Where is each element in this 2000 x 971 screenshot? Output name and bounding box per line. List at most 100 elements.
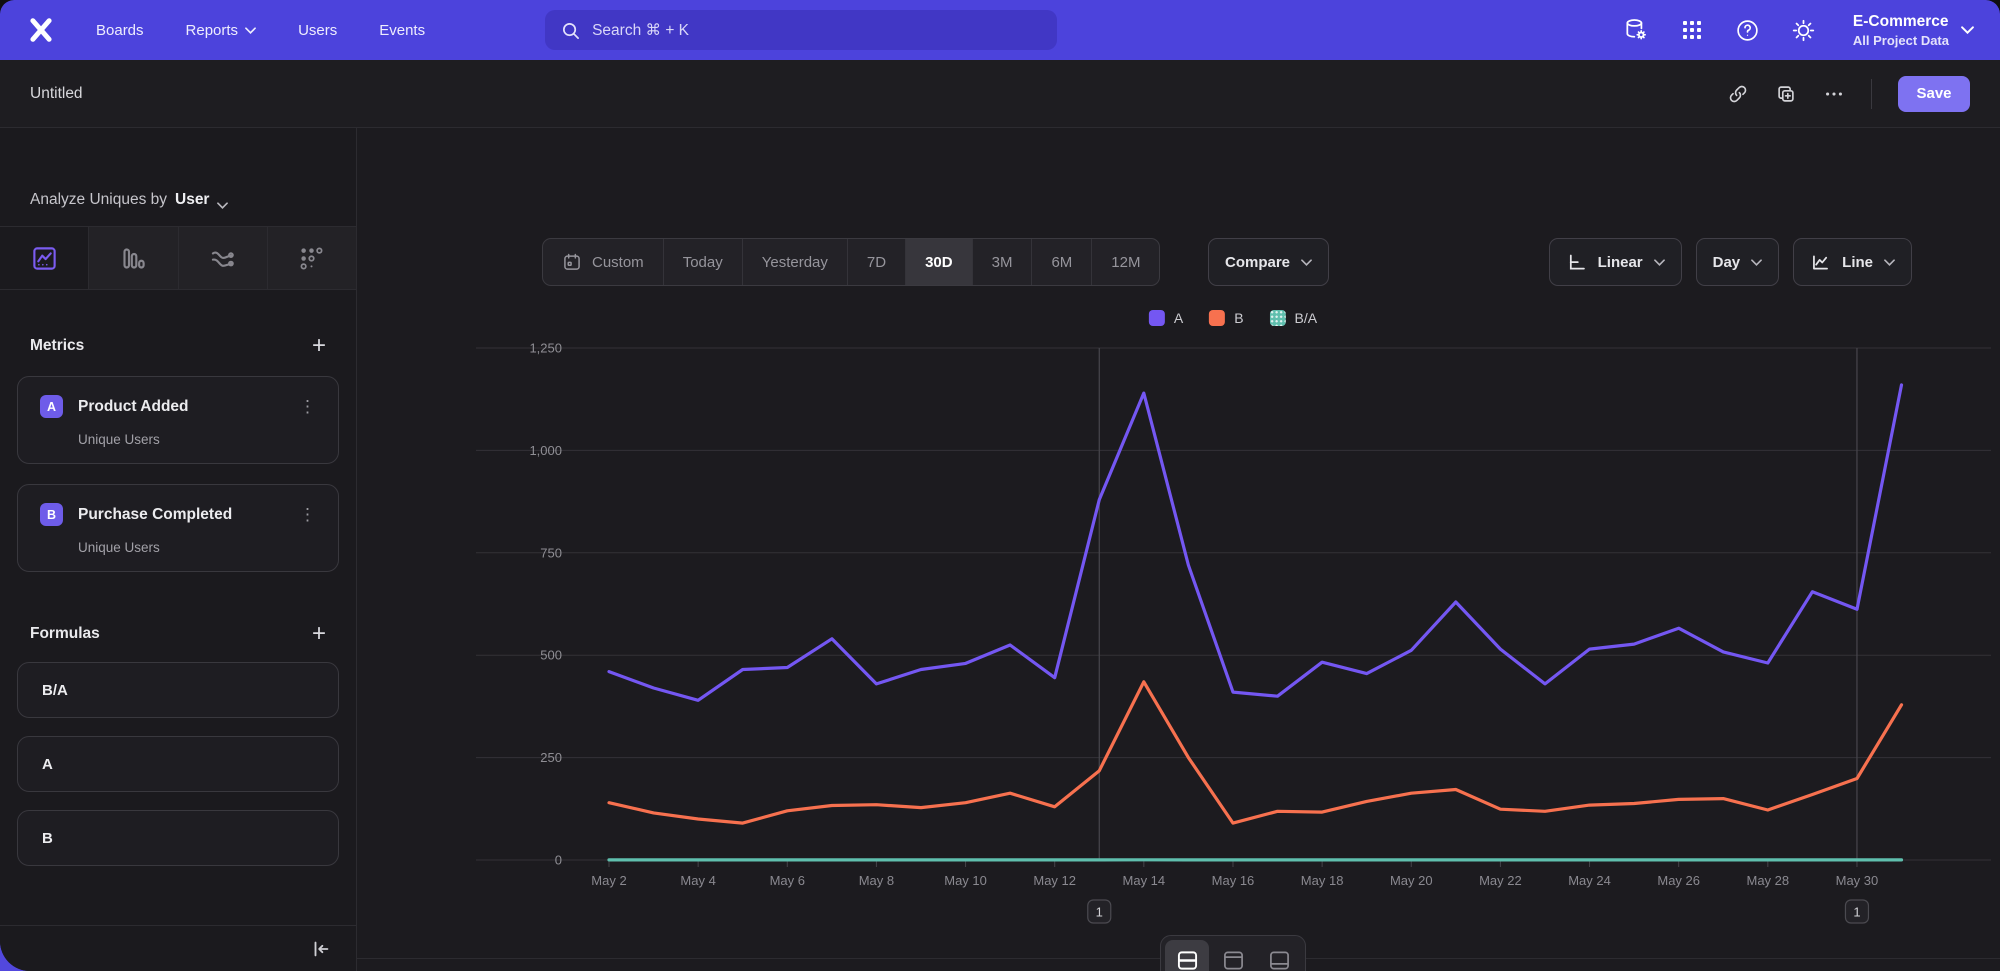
range-7d[interactable]: 7D <box>848 239 907 285</box>
formula-card[interactable]: A <box>17 736 339 792</box>
metrics-heading: Metrics <box>30 337 85 354</box>
settings-gear-icon[interactable] <box>1791 17 1817 43</box>
legend-swatch <box>1269 310 1286 326</box>
y-axis-tick-label: 1,250 <box>529 341 562 356</box>
x-axis-tick-label: May 8 <box>859 873 894 888</box>
layout-chart-bottom-button[interactable] <box>1257 940 1301 971</box>
layout-split-button[interactable] <box>1165 940 1209 971</box>
data-management-icon[interactable] <box>1623 17 1649 43</box>
add-formula-button[interactable]: + <box>311 620 326 647</box>
nav-item-users[interactable]: Users <box>298 21 338 39</box>
more-options-icon[interactable] <box>1823 83 1845 105</box>
x-axis-tick-label: May 14 <box>1123 873 1166 888</box>
range-6m[interactable]: 6M <box>1032 239 1093 285</box>
search-placeholder: Search ⌘ + K <box>592 21 690 39</box>
sidebar-footer <box>0 925 356 971</box>
chart-legend: A B B/A <box>1148 310 1318 326</box>
legend-item-b[interactable]: B <box>1209 310 1244 326</box>
legend-item-a[interactable]: A <box>1148 310 1183 326</box>
x-axis-tick-label: May 22 <box>1479 873 1522 888</box>
range-custom[interactable]: Custom <box>543 239 664 285</box>
x-axis-tick-label: May 6 <box>770 873 805 888</box>
line-chart[interactable]: 0 250 500 750 1,000 1,250 May 2 May 4 May 6 May 8… <box>357 280 2000 971</box>
metric-options-icon[interactable]: ⋮ <box>299 396 316 416</box>
scale-selector-button[interactable]: Linear <box>1548 238 1682 286</box>
range-30d[interactable]: 30D <box>906 239 973 285</box>
chevron-down-icon <box>1884 258 1895 266</box>
search-input[interactable]: Search ⌘ + K <box>545 10 1058 50</box>
primary-nav: Boards Reports Users Events <box>96 22 425 39</box>
calendar-icon <box>562 252 582 272</box>
annotation-badge[interactable]: 1 <box>1087 899 1112 924</box>
analyze-value: User <box>175 191 210 208</box>
metric-letter-badge: A <box>40 395 63 418</box>
range-3m[interactable]: 3M <box>973 239 1033 285</box>
mixpanel-logo-icon[interactable] <box>26 15 56 45</box>
tab-insights[interactable] <box>0 227 90 289</box>
chart-panel: Custom Today Yesterday 7D 30D 3M 6M 12M Compare… <box>357 128 2000 971</box>
formulas-list: B/A A B <box>0 662 356 866</box>
legend-label: B <box>1234 310 1244 326</box>
nav-item-reports[interactable]: Reports <box>186 22 257 39</box>
project-switcher[interactable]: E-Commerce All Project Data <box>1853 13 1974 48</box>
x-axis-tick-label: May 28 <box>1746 873 1789 888</box>
report-title[interactable]: Untitled <box>30 84 83 102</box>
layout-toggle-group <box>1160 935 1306 971</box>
tab-funnels[interactable] <box>89 227 179 289</box>
report-title-bar: Untitled Save <box>0 60 2000 128</box>
apps-grid-icon[interactable] <box>1679 17 1705 43</box>
metric-options-icon[interactable]: ⋮ <box>299 504 316 524</box>
interval-selector-button[interactable]: Day <box>1695 238 1780 286</box>
nav-item-events[interactable]: Events <box>379 21 426 39</box>
metric-card-b[interactable]: B Purchase Completed ⋮ Unique Users <box>17 484 339 572</box>
nav-item-boards[interactable]: Boards <box>96 21 144 39</box>
add-metric-button[interactable]: + <box>311 332 326 359</box>
y-axis-tick-label: 750 <box>540 545 562 560</box>
formulas-heading: Formulas <box>30 625 100 642</box>
range-yesterday[interactable]: Yesterday <box>743 239 848 285</box>
x-axis-tick-label: May 16 <box>1212 873 1255 888</box>
save-button[interactable]: Save <box>1898 75 1970 112</box>
chevron-down-icon <box>1961 26 1974 34</box>
legend-label: B/A <box>1294 310 1318 326</box>
chevron-down-icon <box>1751 258 1763 266</box>
x-axis-tick-label: May 4 <box>680 873 715 888</box>
x-axis-tick-label: May 10 <box>944 873 987 888</box>
legend-item-b-a[interactable]: B/A <box>1269 310 1318 326</box>
range-today[interactable]: Today <box>664 239 743 285</box>
tab-flows[interactable] <box>178 227 268 289</box>
x-axis-tick-label: May 2 <box>591 873 626 888</box>
query-builder-sidebar: Analyze Uniques by User <box>0 128 357 971</box>
metrics-list: A Product Added ⋮ Unique Users B Purchase Com… <box>0 376 356 572</box>
formula-card[interactable]: B <box>17 810 339 866</box>
line-chart-icon <box>1810 252 1831 273</box>
series-line-a[interactable] <box>607 383 1904 702</box>
project-scope: All Project Data <box>1852 32 1949 48</box>
series-line-b[interactable] <box>607 680 1904 825</box>
range-12m[interactable]: 12M <box>1111 253 1141 271</box>
annotation-badge[interactable]: 1 <box>1844 899 1870 924</box>
help-icon[interactable] <box>1735 17 1761 43</box>
duplicate-icon[interactable] <box>1775 83 1797 105</box>
x-axis-tick-label: May 30 <box>1836 873 1879 888</box>
project-name: E-Commerce <box>1852 12 1949 30</box>
compare-button[interactable]: Compare <box>1208 238 1330 286</box>
copy-link-icon[interactable] <box>1727 83 1749 105</box>
collapse-sidebar-icon[interactable] <box>310 938 332 960</box>
metric-measure[interactable]: Unique Users <box>78 540 160 555</box>
analyze-uniques-selector[interactable]: Analyze Uniques by User <box>0 128 356 227</box>
metric-measure[interactable]: Unique Users <box>78 432 160 447</box>
formula-card[interactable]: B/A <box>17 662 339 718</box>
layout-chart-top-button[interactable] <box>1211 940 1255 971</box>
analyze-label: Analyze Uniques by <box>30 191 167 208</box>
divider <box>1871 78 1872 109</box>
tab-retention[interactable] <box>267 227 356 289</box>
metric-card-a[interactable]: A Product Added ⋮ Unique Users <box>17 376 339 464</box>
legend-swatch <box>1209 310 1226 326</box>
search-icon <box>561 21 580 40</box>
chevron-down-icon <box>217 202 229 209</box>
chart-type-selector-button[interactable]: Line <box>1793 238 1912 286</box>
x-axis-tick-label: May 12 <box>1033 873 1076 888</box>
svg-text:1: 1 <box>1853 905 1860 920</box>
